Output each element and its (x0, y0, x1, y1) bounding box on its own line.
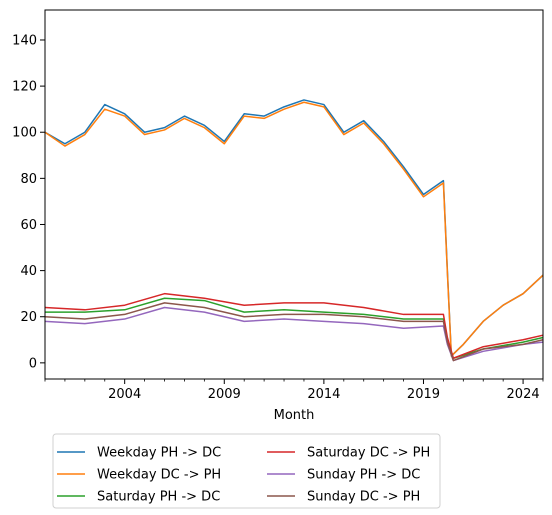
series-line-5 (44, 306, 544, 362)
x-tick-label: 2014 (307, 387, 340, 402)
legend-label: Saturday PH -> DC (97, 490, 220, 505)
series-line-1 (44, 99, 544, 357)
legend-label: Sunday DC -> PH (307, 490, 420, 505)
y-tick-label: 20 (20, 310, 37, 325)
x-axis-title: Month (274, 408, 315, 423)
series-line-3 (45, 297, 544, 359)
plot-area-frame (44, 9, 544, 380)
x-tick-label: 2019 (407, 387, 440, 402)
legend-label: Weekday PH -> DC (97, 446, 221, 461)
y-tick-label: 80 (20, 172, 37, 187)
series-layer (44, 99, 544, 362)
y-tick-label: 60 (20, 218, 37, 233)
x-tick-label: 2004 (108, 387, 141, 402)
y-tick-label: 40 (20, 264, 37, 279)
legend-label: Sunday PH -> DC (307, 468, 420, 483)
series-line-4 (44, 292, 544, 359)
x-tick-label: 2009 (208, 387, 241, 402)
legend: Weekday PH -> DC Weekday DC -> PH Saturday… (52, 433, 441, 509)
x-tick-label: 2024 (507, 387, 540, 402)
y-tick-label: 120 (12, 80, 37, 95)
y-axis: 0 20 40 60 80 100 120 140 (12, 33, 45, 371)
x-axis: 2004 2009 2014 2019 2024 (44, 379, 544, 402)
y-tick-label: 0 (29, 356, 37, 371)
legend-box (52, 433, 441, 509)
series-line-6 (44, 302, 544, 362)
y-tick-label: 140 (12, 33, 37, 48)
legend-label: Saturday DC -> PH (307, 446, 430, 461)
legend-label: Weekday DC -> PH (97, 468, 221, 483)
series-line-2 (44, 101, 544, 357)
y-tick-label: 100 (12, 126, 37, 141)
